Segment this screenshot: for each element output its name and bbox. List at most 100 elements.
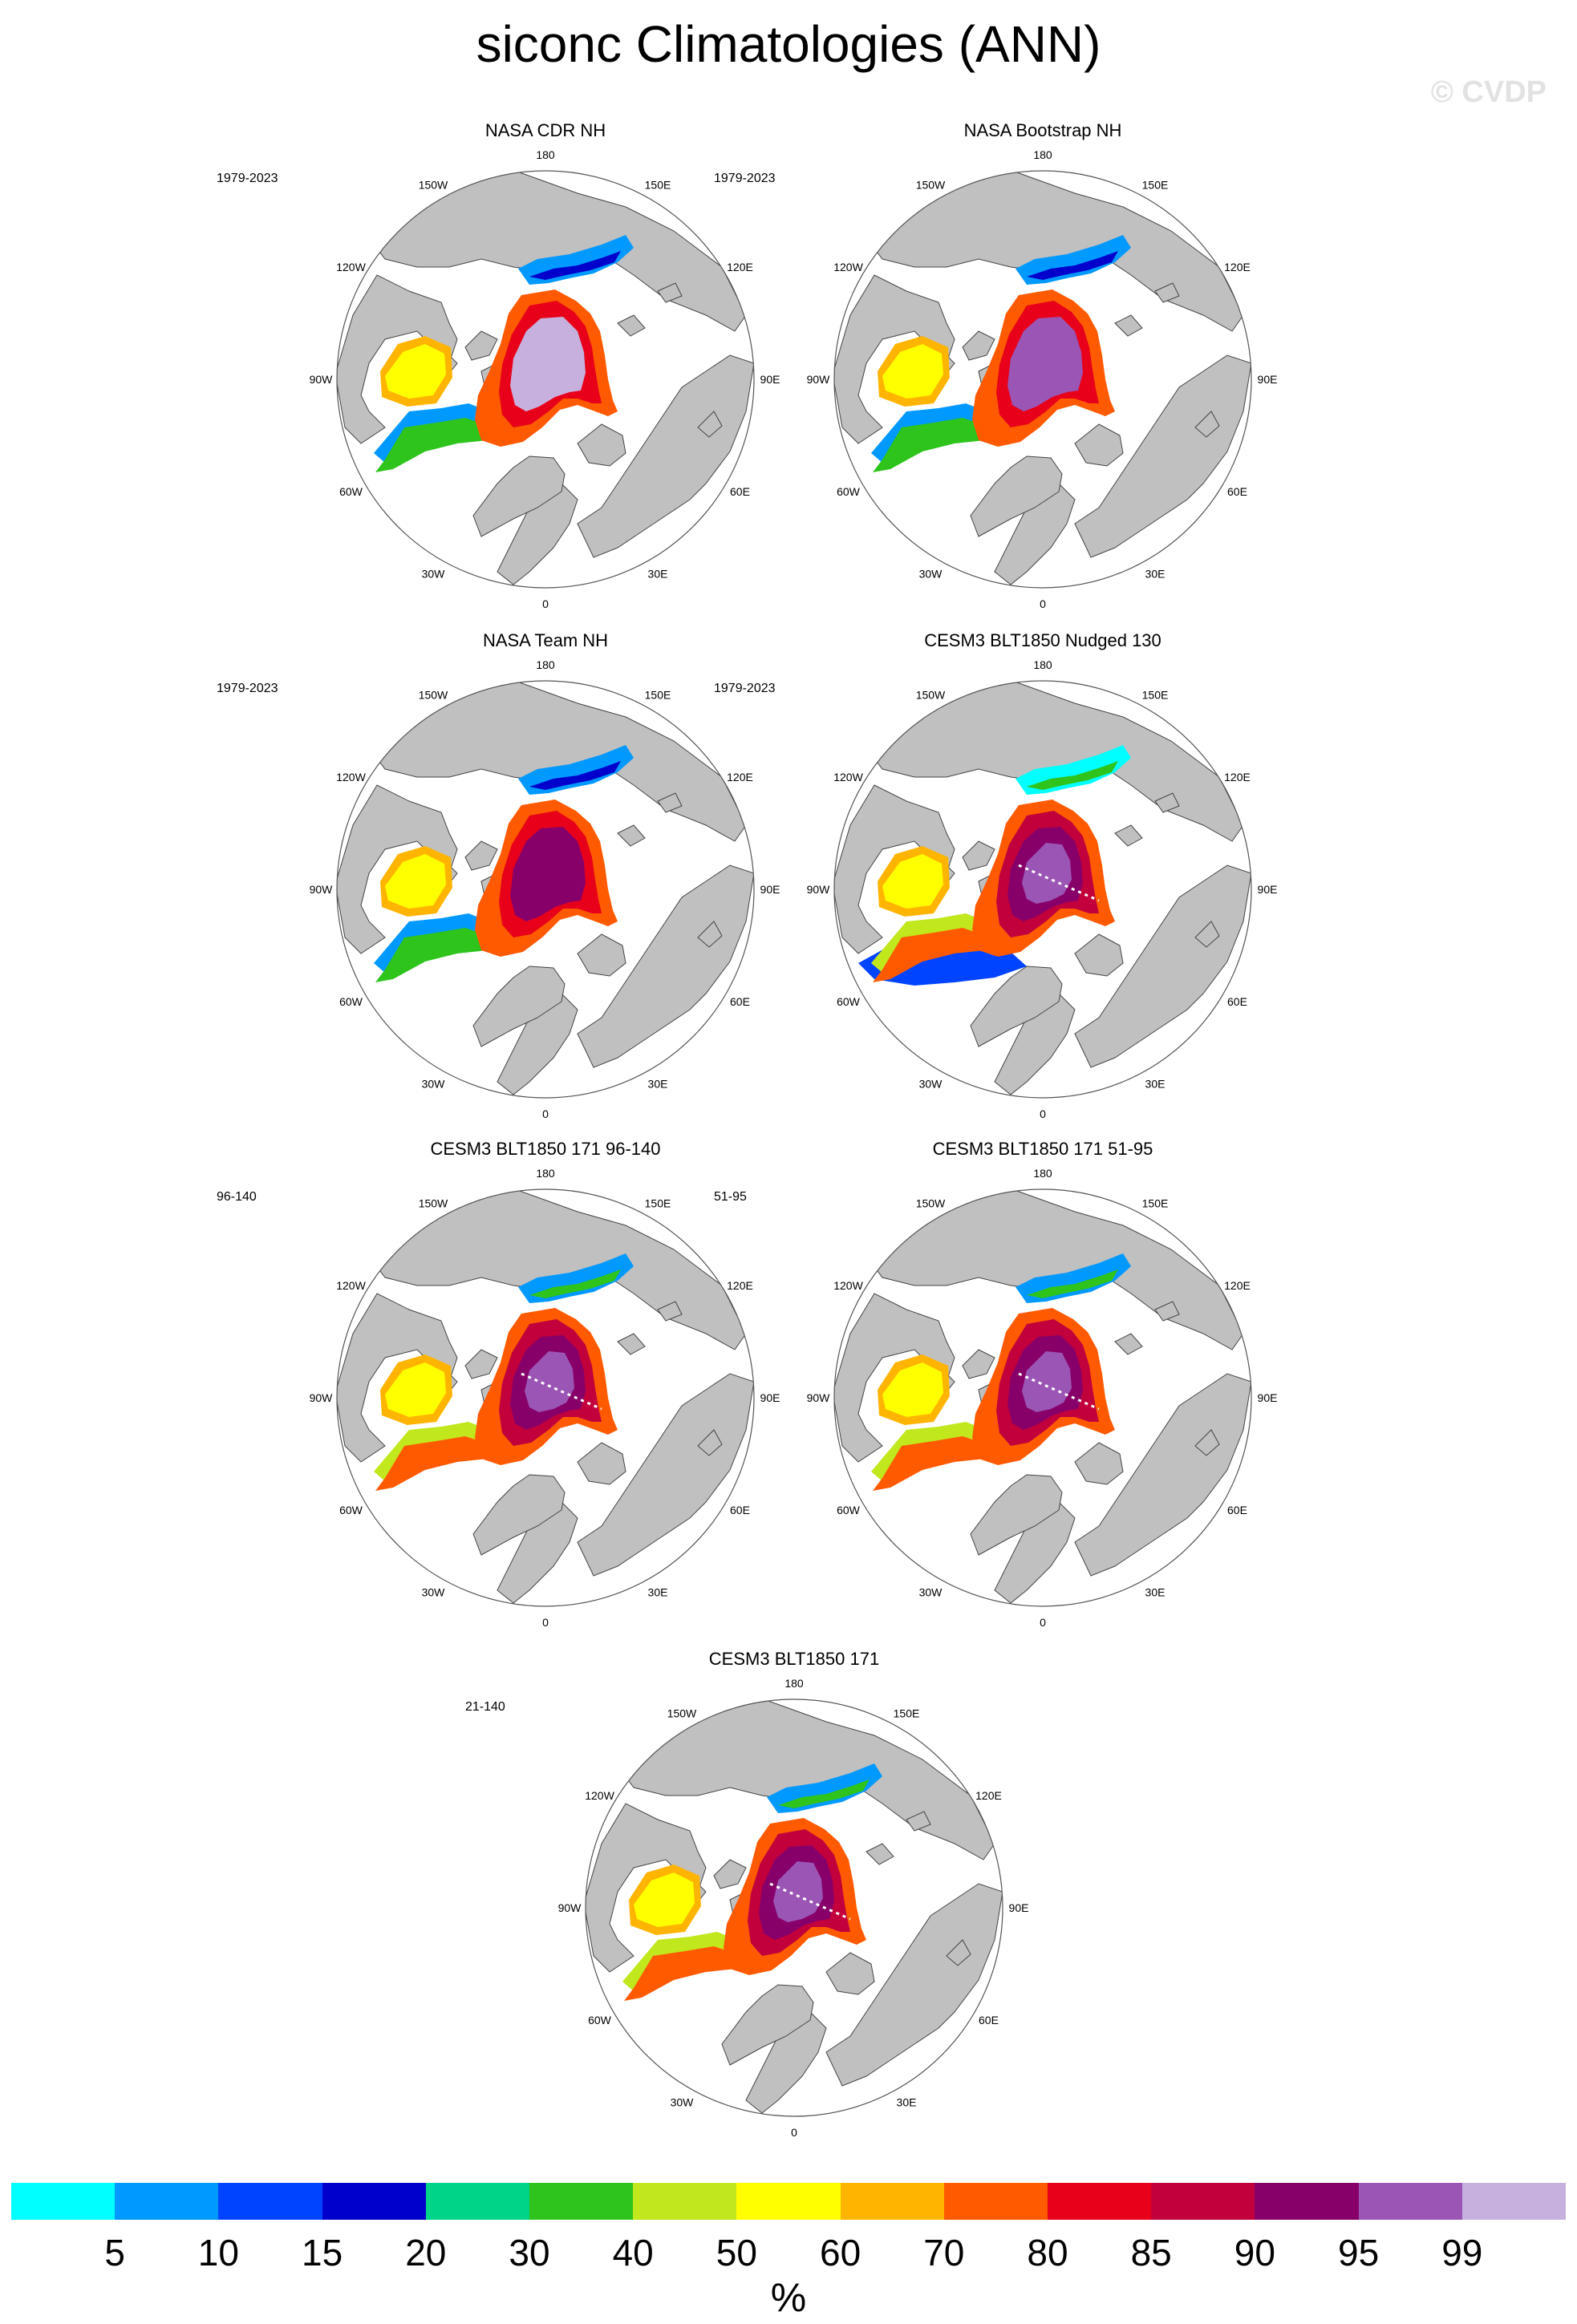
- dotted-pole-line: [521, 1372, 602, 1411]
- island: [657, 1301, 683, 1322]
- longitude-label: 180: [784, 1677, 804, 1690]
- island: [962, 840, 995, 871]
- map-panel-5: CESM3 BLT1850 171 96-140 96-140 180 150E 1…: [184, 1139, 906, 1652]
- longitude-label: 90E: [1258, 1391, 1278, 1404]
- panel-title: CESM3 BLT1850 171 96-140: [430, 1139, 661, 1159]
- colorbar-box: [1151, 2183, 1255, 2220]
- island: [1114, 824, 1143, 847]
- landmass: [870, 681, 1244, 842]
- map-panel-6: CESM3 BLT1850 171 51-95 51-95 180 150E 120…: [682, 1139, 1404, 1652]
- longitude-label: 120E: [1224, 771, 1251, 783]
- ice-hudson-bay: [385, 854, 446, 909]
- landmass: [825, 1952, 875, 1995]
- landmass: [577, 423, 626, 467]
- longitude-label: 30E: [1145, 1585, 1166, 1598]
- landmass: [994, 483, 1076, 585]
- island: [697, 1429, 723, 1456]
- landmass: [1074, 1442, 1124, 1485]
- dotted-pole-line: [769, 1882, 851, 1921]
- longitude-label: 60W: [837, 995, 861, 1008]
- longitude-label: 0: [542, 597, 549, 610]
- longitude-label: 30E: [648, 1077, 668, 1090]
- polar-map: 180 150E 120E 90E 60E 30E 0 30W 60W 90W 120W 150W: [807, 148, 1278, 610]
- landmass: [870, 1189, 1244, 1350]
- landmass: [577, 864, 754, 1068]
- landmass: [337, 274, 458, 444]
- map-border: [336, 1188, 755, 1607]
- panel-period: 21-140: [465, 1700, 505, 1714]
- landmass: [994, 1501, 1076, 1604]
- panel-title: NASA Bootstrap NH: [963, 120, 1122, 140]
- map-layers: [337, 681, 754, 1095]
- longitude-label: 180: [1033, 1167, 1052, 1180]
- island: [464, 330, 498, 361]
- colorbar-box: [736, 2183, 841, 2220]
- island: [657, 792, 683, 813]
- polar-map: 180 150E 120E 90E 60E 30E 0 30W 60W 90W 120W 150W: [310, 658, 780, 1120]
- longitude-label: 120W: [336, 261, 366, 273]
- longitude-label: 150E: [894, 1707, 920, 1720]
- island: [1154, 282, 1180, 303]
- longitude-label: 90W: [310, 883, 334, 896]
- island: [1154, 1301, 1180, 1322]
- colorbar-tick-label: 10: [197, 2232, 239, 2273]
- island: [962, 1349, 995, 1379]
- panel-title: CESM3 BLT1850 171 51-95: [932, 1139, 1153, 1159]
- map-layers: [834, 171, 1251, 585]
- longitude-label: 120W: [833, 771, 863, 783]
- colorbar-box: [1048, 2183, 1152, 2220]
- ice-center: [1022, 1351, 1072, 1412]
- longitude-label: 0: [1040, 1616, 1046, 1629]
- polar-map: 180 150E 120E 90E 60E 30E 0 30W 60W 90W 120W 150W: [310, 1167, 780, 1629]
- colorbar-tick-label: 5: [104, 2232, 125, 2273]
- panel-title: CESM3 BLT1850 Nudged 130: [924, 630, 1161, 650]
- landmass: [372, 171, 747, 332]
- longitude-label: 0: [1040, 1107, 1046, 1120]
- longitude-label: 150E: [645, 1197, 671, 1210]
- landmass: [1074, 933, 1124, 977]
- landmass: [970, 455, 1063, 537]
- map-layers: [337, 171, 754, 585]
- island: [1154, 792, 1180, 813]
- longitude-label: 150E: [1142, 689, 1169, 702]
- longitude-label: 150W: [667, 1707, 697, 1720]
- landmass: [372, 1189, 747, 1350]
- panel-period: 1979-2023: [714, 172, 776, 185]
- colorbar-tick-label: 99: [1441, 2232, 1483, 2273]
- island: [617, 824, 646, 847]
- longitude-label: 120E: [975, 1789, 1002, 1802]
- map-panel-3: NASA Team NH 1979-2023 180 150E 120E 90E 60E…: [184, 630, 906, 1144]
- island: [464, 840, 498, 871]
- landmass: [1074, 864, 1251, 1068]
- ice-hudson-bay: [385, 344, 446, 399]
- island: [697, 921, 723, 948]
- colorbar-box: [943, 2183, 1048, 2220]
- colorbar-tick-label: 50: [716, 2232, 757, 2273]
- ice-belt-labrador-inner: [375, 418, 494, 472]
- ice-center: [773, 1861, 823, 1922]
- longitude-label: 30W: [919, 567, 943, 580]
- longitude-label: 120W: [336, 771, 366, 783]
- longitude-label: 150W: [916, 1197, 946, 1210]
- colorbar-tick-label: 40: [612, 2232, 654, 2273]
- colorbar-box: [11, 2183, 116, 2220]
- map-panel-4: CESM3 BLT1850 Nudged 130 1979-2023 180 15…: [682, 630, 1404, 1144]
- ice-belt-siberia-inner: [1027, 761, 1118, 790]
- longitude-label: 60W: [339, 485, 363, 498]
- longitude-label: 60E: [979, 2014, 999, 2026]
- landmass: [577, 933, 626, 977]
- longitude-label: 60W: [339, 1504, 363, 1516]
- island: [1194, 411, 1220, 438]
- island: [1194, 921, 1220, 948]
- ice-center: [525, 1351, 574, 1412]
- map-border: [336, 170, 755, 589]
- colorbar-box: [633, 2183, 737, 2220]
- ice-center: [1022, 843, 1072, 904]
- longitude-label: 120W: [336, 1279, 366, 1292]
- longitude-label: 120W: [585, 1789, 614, 1802]
- ice-belt-siberia-inner: [529, 1269, 621, 1298]
- longitude-label: 150E: [645, 689, 671, 702]
- map-layers: [586, 1699, 1003, 2114]
- colorbar-tick-label: 90: [1234, 2232, 1275, 2273]
- longitude-label: 60E: [1227, 995, 1247, 1008]
